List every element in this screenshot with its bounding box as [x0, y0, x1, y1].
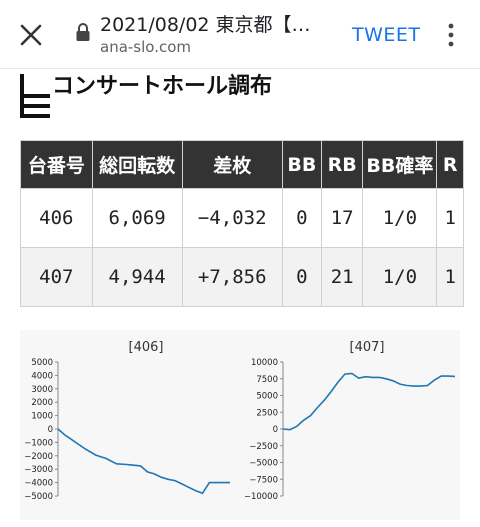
table-header-row: 台番号 総回転数 差枚 BB RB BB確率 R	[20, 140, 464, 189]
header-rb: RB	[320, 140, 364, 189]
header-bb: BB	[281, 140, 322, 189]
top-bar-divider	[0, 68, 480, 69]
y-tick-label: 0	[273, 425, 278, 435]
header-bb-probability: BB確率	[362, 140, 438, 189]
y-tick-label: −3000	[24, 465, 53, 475]
close-icon[interactable]	[16, 20, 46, 50]
series-line	[282, 372, 456, 431]
cell-total-spins: 6,069	[91, 188, 183, 248]
chart-406-plot: 5000 4000 3000 2000 1000 0 −1000 −2000 −3000 −400…	[24, 358, 230, 502]
lock-icon	[76, 23, 90, 41]
header-machine-number: 台番号	[20, 140, 93, 189]
table-row: 407 4,944 +7,856 0 21 1/0 1	[20, 247, 464, 307]
y-tick-label: 4000	[31, 371, 53, 381]
y-tick-label: 1000	[31, 412, 53, 422]
y-tick-label: 0	[48, 425, 53, 435]
chart-title: [406]	[128, 340, 164, 355]
header-coin-difference: 差枚	[181, 140, 283, 189]
y-tick-label: −7500	[249, 475, 278, 485]
chart-407-plot: 10000 7500 5000 2500 0 −2500 −5000 −7500 −10000	[244, 358, 456, 502]
cell-coin-difference: +7,856	[181, 247, 283, 307]
heading-mark-icon	[20, 74, 50, 118]
y-tick-label: −10000	[245, 492, 278, 502]
y-tick-label: −5000	[24, 492, 53, 502]
header-rb-probability: R	[436, 140, 464, 189]
y-tick-label: −1000	[24, 438, 53, 448]
chart-406: [406] 5000 4000 3000 2000 1000 0 −1000 −2000 −30…	[20, 336, 235, 516]
y-tick-label: 5000	[256, 392, 278, 402]
table-row: 406 6,069 −4,032 0 17 1/0 1	[20, 188, 464, 248]
cell-total-spins: 4,944	[91, 247, 183, 307]
cell-coin-difference: −4,032	[181, 188, 283, 248]
y-tick-label: 3000	[31, 385, 53, 395]
hall-name: コンサートホール調布	[52, 74, 273, 99]
series-line	[57, 428, 230, 495]
cell-bb-probability: 1/0	[362, 188, 438, 248]
tweet-button[interactable]: TWEET	[352, 24, 421, 46]
charts-panel: [406] 5000 4000 3000 2000 1000 0 −1000 −2000 −30…	[20, 330, 460, 520]
cell-machine-number: 406	[20, 188, 93, 248]
y-tick-label: 10000	[251, 358, 278, 368]
y-tick-label: −5000	[249, 459, 278, 469]
chart-407: [407] 10000 7500 5000 2500 0 −2500 −5000 −7500 −…	[244, 336, 460, 516]
cell-rb: 17	[320, 188, 364, 248]
y-tick-label: −2000	[24, 452, 53, 462]
y-tick-label: 7500	[256, 375, 278, 385]
cell-rb-probability: 1	[436, 188, 464, 248]
more-vert-icon[interactable]	[444, 22, 458, 48]
page-url: ana-slo.com	[100, 38, 192, 56]
y-tick-label: 2000	[31, 398, 53, 408]
machine-table-container[interactable]: 台番号 総回転数 差枚 BB RB BB確率 R 406 6,069 −4,03…	[20, 140, 464, 308]
machine-table: 台番号 総回転数 差枚 BB RB BB確率 R 406 6,069 −4,03…	[20, 140, 464, 307]
chart-title: [407]	[349, 340, 385, 355]
y-tick-label: −2500	[249, 442, 278, 452]
cell-bb: 0	[281, 188, 322, 248]
page-title: 2021/08/02 東京都【…	[100, 14, 311, 36]
cell-rb: 21	[320, 247, 364, 307]
header-total-spins: 総回転数	[91, 140, 183, 189]
y-tick-label: −4000	[24, 479, 53, 489]
y-tick-label: 5000	[31, 358, 53, 368]
browser-top-bar: 2021/08/02 東京都【… ana-slo.com TWEET	[0, 0, 480, 68]
y-tick-label: 2500	[256, 408, 278, 418]
cell-rb-probability: 1	[436, 247, 464, 307]
cell-bb: 0	[281, 247, 322, 307]
cell-machine-number: 407	[20, 247, 93, 307]
cell-bb-probability: 1/0	[362, 247, 438, 307]
